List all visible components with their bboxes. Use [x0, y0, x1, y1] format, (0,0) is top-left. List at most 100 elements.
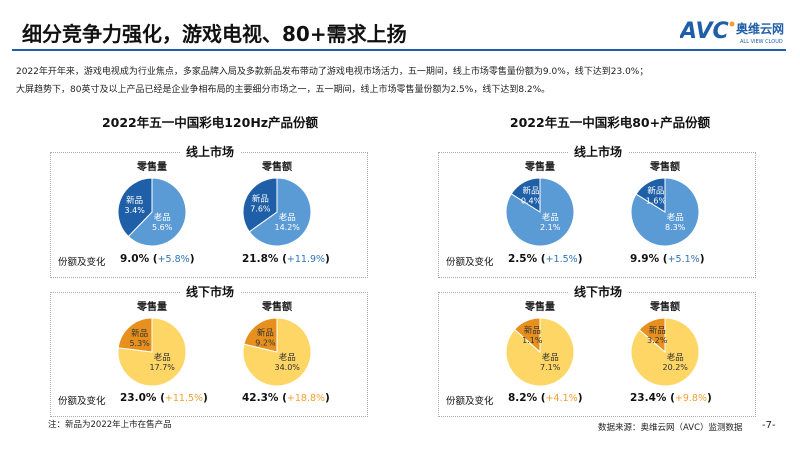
data-source: 数据来源：奥维云网（AVC）监测数据: [598, 423, 743, 433]
pie-slice-new: [243, 318, 278, 353]
share-change: +11.5%: [164, 393, 204, 404]
online-market-label: 线上市场: [567, 143, 629, 160]
pie-slice-new: [117, 178, 153, 238]
avc-logo: AVC 奥维云网 ALL VIEW CLOUD: [680, 19, 784, 45]
pie-chart: 新品 1.1% 老品 7.1%: [505, 318, 575, 386]
page-number: -7-: [762, 420, 776, 431]
new-value: 1.1%: [522, 336, 543, 345]
share-change: +4.1%: [545, 393, 578, 404]
total-share: 23.0%: [120, 392, 157, 404]
old-label: 老品: [542, 352, 559, 363]
new-value: 3.2%: [647, 336, 668, 345]
value-header: 零售额: [650, 162, 680, 173]
new-value: 3.4%: [124, 206, 145, 215]
footnote: 注：新品为2022年上市在售产品: [48, 420, 172, 430]
pie-chart: 新品 3.2% 老品 20.2%: [630, 318, 700, 386]
value-header: 零售额: [650, 302, 680, 313]
pie-slice-old: [505, 318, 575, 386]
total-share: 2.5%: [508, 253, 538, 265]
pie-chart: 新品 1.6% 老品 8.3%: [630, 178, 700, 246]
svg-text:ALL VIEW CLOUD: ALL VIEW CLOUD: [740, 39, 783, 45]
pie-chart: 新品 7.6% 老品 14.2%: [242, 178, 312, 246]
old-label: 老品: [279, 352, 296, 363]
svg-text:AVC: AVC: [680, 19, 729, 44]
old-label: 老品: [154, 352, 171, 363]
old-value: 5.6%: [152, 223, 173, 232]
volume-header: 零售量: [137, 302, 167, 313]
share-change: +11.9%: [286, 254, 326, 265]
share-total: 42.3% (+18.8%): [242, 392, 330, 404]
share-change-label: 份额及变化: [446, 393, 502, 407]
pie-slice-new: [635, 178, 666, 213]
new-label: 新品: [522, 186, 539, 197]
share-label: 份额及变化: [446, 396, 494, 407]
share-total: 2.5% (+1.5%): [508, 253, 583, 265]
total-share: 9.9%: [630, 253, 660, 265]
share-change-label: 份额及变化: [446, 254, 502, 268]
offline-market-label: 线下市场: [179, 283, 241, 300]
total-share: 9.0%: [120, 253, 150, 265]
panel-title-120hz: 2022年五一中国彩电120Hz产品份额: [101, 115, 319, 130]
old-value: 14.2%: [274, 223, 300, 232]
new-value: 1.6%: [646, 197, 667, 206]
share-change-label: 份额及变化: [58, 254, 114, 268]
share-change: +1.5%: [545, 254, 578, 265]
pie-slice-new: [242, 178, 278, 233]
intro-line-2: 大屏趋势下，80英寸及以上产品已经是企业争相布局的主要细分市场之一，五一期间，线…: [16, 85, 551, 95]
old-value: 20.2%: [662, 363, 688, 372]
share-total: 23.4% (+9.8%): [630, 392, 712, 404]
share-change: +5.8%: [157, 254, 190, 265]
old-label: 老品: [542, 212, 559, 223]
new-label: 新品: [257, 327, 274, 338]
volume-header: 零售量: [137, 162, 167, 173]
title-divider: [12, 49, 786, 51]
slide-title: 细分竞争力强化，游戏电视、80+需求上扬: [22, 22, 407, 46]
share-label: 份额及变化: [58, 396, 106, 407]
pie-slice-new: [638, 318, 666, 354]
share-total: 9.9% (+5.1%): [630, 253, 705, 265]
value-header: 零售额: [262, 302, 292, 313]
total-share: 8.2%: [508, 392, 538, 404]
old-value: 2.1%: [540, 223, 561, 232]
new-label: 新品: [126, 195, 143, 206]
total-share: 42.3%: [242, 392, 279, 404]
pie-chart: 新品 0.4% 老品 2.1%: [505, 178, 575, 246]
new-value: 0.4%: [521, 197, 542, 206]
new-label: 新品: [131, 328, 148, 339]
old-label: 老品: [154, 212, 171, 223]
value-header: 零售额: [262, 162, 292, 173]
new-label: 新品: [524, 325, 541, 336]
pie-slice-old: [127, 178, 187, 246]
volume-header: 零售量: [525, 162, 555, 173]
old-value: 7.1%: [540, 363, 561, 372]
new-value: 9.2%: [255, 338, 276, 347]
total-share: 23.4%: [630, 392, 667, 404]
volume-header: 零售量: [525, 302, 555, 313]
share-change: +9.8%: [674, 393, 708, 404]
old-label: 老品: [667, 212, 684, 223]
share-label: 份额及变化: [58, 257, 106, 268]
share-total: 9.0% (+5.8%): [120, 253, 195, 265]
share-label: 份额及变化: [446, 257, 494, 268]
pie-slice-new: [513, 318, 541, 354]
pie-chart: 新品 3.4% 老品 5.6%: [117, 178, 187, 246]
share-change: +5.1%: [667, 254, 700, 265]
online-market-label: 线上市场: [179, 143, 241, 160]
total-share: 21.8%: [242, 253, 279, 265]
pie-slice-new: [510, 178, 541, 213]
old-value: 8.3%: [665, 223, 686, 232]
panel-title-80plus: 2022年五一中国彩电80+产品份额: [509, 115, 711, 130]
pie-chart: 新品 9.2% 老品 34.0%: [242, 318, 312, 386]
intro-line-1: 2022年开年来，游戏电视成为行业焦点，多家品牌入局及多款新品发布带动了游戏电视…: [16, 67, 649, 77]
share-total: 23.0% (+11.5%): [120, 392, 208, 404]
new-label: 新品: [649, 325, 666, 336]
new-label: 新品: [647, 186, 664, 197]
share-total: 21.8% (+11.9%): [242, 253, 330, 265]
new-value: 5.3%: [129, 339, 150, 348]
old-value: 34.0%: [274, 363, 300, 372]
pie-slice-new: [117, 318, 153, 353]
old-label: 老品: [667, 352, 684, 363]
share-change-label: 份额及变化: [58, 393, 114, 407]
share-total: 8.2% (+4.1%): [508, 392, 583, 404]
